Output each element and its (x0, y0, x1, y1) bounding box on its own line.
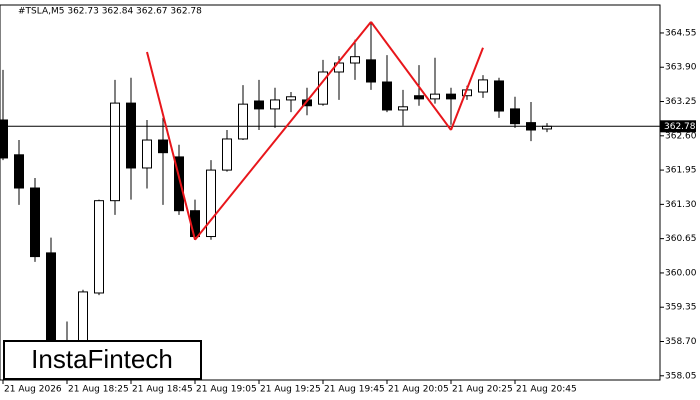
y-tick-label: 364.55 (665, 28, 697, 38)
logo: InstaFintech (31, 344, 173, 374)
y-tick-label: 362.60 (665, 131, 697, 141)
plot (0, 21, 660, 380)
candle-body (142, 139, 152, 169)
x-tick-label: 21 Aug 20:25 (452, 385, 513, 395)
logo-box (3, 340, 202, 380)
candle-body (414, 95, 424, 100)
candle-body (46, 252, 56, 350)
candle-body (14, 154, 24, 189)
y-tick-label: 360.00 (665, 268, 697, 278)
y-tick-label: 363.25 (665, 97, 697, 107)
y-tick-label: 361.95 (665, 166, 697, 176)
last-price-box (660, 120, 696, 133)
x-tick-label: 21 Aug 19:25 (260, 385, 321, 395)
candle-body (126, 102, 136, 169)
x-tick-label: 21 Aug 20:05 (388, 385, 449, 395)
y-tick-label: 360.65 (665, 234, 697, 244)
plot-frame (0, 4, 661, 381)
candle-body (174, 156, 184, 212)
candle-body (350, 56, 360, 64)
pattern-line (194, 21, 372, 241)
candle-body (238, 103, 248, 140)
candle-body (254, 100, 264, 110)
y-tick-label: 363.90 (665, 63, 697, 73)
candle-body (286, 96, 296, 101)
candle-body (94, 200, 104, 294)
candle-body (510, 108, 520, 125)
x-tick-label: 21 Aug 19:05 (196, 385, 257, 395)
candle-body (0, 119, 8, 159)
last-price-label: 362.78 (664, 122, 696, 132)
candle-body (398, 106, 408, 111)
candle-body (478, 79, 488, 93)
candle-body (382, 81, 392, 111)
x-tick-label: 21 Aug 18:45 (132, 385, 193, 395)
x-tick-label: 21 Aug 2026 (4, 385, 62, 395)
y-tick-label: 361.30 (665, 200, 697, 210)
candle-body (222, 138, 232, 171)
candle-body (110, 102, 120, 202)
chart-title: #TSLA,M5 362.73 362.84 362.67 362.78 (18, 7, 202, 17)
pattern-line (450, 47, 484, 131)
candle-body (446, 93, 456, 100)
x-tick-label: 21 Aug 20:45 (516, 385, 577, 395)
pattern-line (370, 21, 452, 131)
candle-body (430, 93, 440, 100)
candle-body (206, 169, 216, 238)
candle-body (270, 99, 280, 110)
x-tick-label: 21 Aug 19:45 (324, 385, 385, 395)
candle-body (158, 139, 168, 154)
y-tick-label: 358.70 (665, 337, 697, 347)
y-tick-label: 358.05 (665, 371, 697, 381)
pattern-line (146, 51, 196, 240)
y-tick-label: 359.35 (665, 303, 697, 313)
x-tick-label: 21 Aug 18:25 (68, 385, 129, 395)
candle-body (366, 59, 376, 83)
candle-body (494, 80, 504, 112)
candle-body (30, 187, 40, 258)
